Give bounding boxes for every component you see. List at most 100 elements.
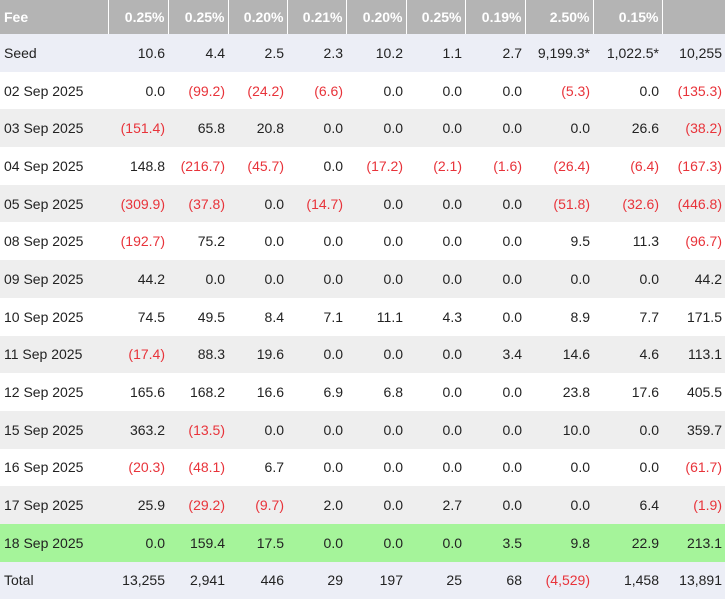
table-cell: 29: [287, 561, 346, 600]
table-cell: 0.0: [465, 373, 525, 411]
table-cell: 9.8: [525, 523, 593, 562]
table-cell: 11.1: [346, 297, 406, 336]
table-cell: (14.7): [287, 184, 346, 223]
table-cell: 0.0: [108, 523, 168, 562]
header-label: Fee: [0, 0, 109, 34]
table-cell: 4.3: [406, 297, 465, 336]
table-cell: 0.0: [228, 184, 287, 223]
table-cell: 0.0: [465, 410, 525, 449]
table-cell: 0.0: [406, 523, 465, 562]
table-cell: 405.5: [662, 373, 725, 411]
header-fee-9: 0.15%: [593, 0, 663, 34]
header-fee-10: [662, 0, 725, 34]
table-cell: 4.4: [168, 34, 228, 72]
table-row: 10 Sep 2025 74.5 49.5 8.4 7.1 11.1 4.3 0.0 8.9 7.…: [0, 297, 725, 336]
table-cell: (6.4): [593, 147, 662, 185]
table-cell: 0.0: [465, 71, 525, 110]
table-cell: 0.0: [406, 109, 465, 148]
row-label: 08 Sep 2025: [0, 222, 108, 261]
table-cell: 0.0: [346, 109, 406, 148]
row-label: 03 Sep 2025: [0, 109, 108, 148]
table-cell: 2,941: [168, 561, 228, 600]
table-cell: 148.8: [108, 147, 168, 185]
header-fee-1: 0.25%: [108, 0, 169, 34]
table-row: 11 Sep 2025 (17.4) 88.3 19.6 0.0 0.0 0.0 3.4 14.…: [0, 335, 725, 374]
table-cell: 44.2: [662, 260, 725, 298]
table-cell: 0.0: [228, 410, 287, 449]
table-cell: 10.0: [525, 410, 593, 449]
table-cell: 0.0: [287, 335, 346, 374]
table-cell: 2.5: [228, 34, 287, 72]
table-cell: (6.6): [287, 71, 346, 110]
table-cell: 0.0: [287, 410, 346, 449]
table-cell: (38.2): [662, 109, 725, 148]
table-cell: 25.9: [108, 486, 168, 524]
row-label: 17 Sep 2025: [0, 486, 108, 524]
table-cell: 1,022.5*: [593, 34, 662, 72]
table-cell: 168.2: [168, 373, 228, 411]
table-cell: (1.6): [465, 147, 525, 185]
table-cell: 68: [465, 561, 525, 600]
row-label: 02 Sep 2025: [0, 71, 108, 110]
table-cell: 0.0: [593, 71, 662, 110]
table-cell: 44.2: [108, 260, 168, 298]
table-cell: 0.0: [287, 147, 346, 185]
table-cell: 0.0: [346, 335, 406, 374]
table-cell: 4.6: [593, 335, 662, 374]
table-cell: 9.5: [525, 222, 593, 261]
table-row: 17 Sep 2025 25.9 (29.2) (9.7) 2.0 0.0 2.7 0.0 0.…: [0, 486, 725, 524]
table-cell: 75.2: [168, 222, 228, 261]
header-fee-4: 0.21%: [287, 0, 347, 34]
table-cell: 2.7: [465, 34, 525, 72]
row-label: 11 Sep 2025: [0, 335, 108, 374]
table-cell: (45.7): [228, 147, 287, 185]
table-cell: 0.0: [287, 523, 346, 562]
table-cell: 25: [406, 561, 465, 600]
table-cell: (20.3): [108, 448, 168, 487]
row-label: 16 Sep 2025: [0, 448, 108, 487]
table-cell: 0.0: [346, 448, 406, 487]
table-cell: 0.0: [108, 71, 168, 110]
table-cell: 159.4: [168, 523, 228, 562]
table-cell: 65.8: [168, 109, 228, 148]
table-cell: 0.0: [465, 486, 525, 524]
table-cell: 0.0: [406, 373, 465, 411]
row-label: 10 Sep 2025: [0, 297, 108, 336]
table-cell: 0.0: [287, 260, 346, 298]
table-cell: 2.0: [287, 486, 346, 524]
table-cell: 17.5: [228, 523, 287, 562]
table-cell: 7.7: [593, 297, 662, 336]
table-cell: 1.1: [406, 34, 465, 72]
row-label: Total: [0, 561, 108, 600]
table-cell: (446.8): [662, 184, 725, 223]
table-cell: 2.7: [406, 486, 465, 524]
row-label: 05 Sep 2025: [0, 184, 108, 223]
table-cell: 0.0: [525, 486, 593, 524]
header-fee-3: 0.20%: [228, 0, 288, 34]
table-cell: 6.9: [287, 373, 346, 411]
table-cell: (309.9): [108, 184, 168, 223]
table-cell: 0.0: [406, 71, 465, 110]
table-cell: 3.4: [465, 335, 525, 374]
table-cell: (61.7): [662, 448, 725, 487]
table-cell: 0.0: [346, 410, 406, 449]
table-cell: 0.0: [465, 260, 525, 298]
table-cell: 0.0: [406, 222, 465, 261]
table-cell: 0.0: [287, 109, 346, 148]
table-cell: 0.0: [525, 260, 593, 298]
row-label: 18 Sep 2025: [0, 523, 108, 562]
table-cell: 22.9: [593, 523, 662, 562]
table-cell: 165.6: [108, 373, 168, 411]
table-cell: 8.9: [525, 297, 593, 336]
table-cell: 1,458: [593, 561, 662, 600]
table-cell: 10.2: [346, 34, 406, 72]
table-cell: 0.0: [465, 448, 525, 487]
table-row: 03 Sep 2025 (151.4) 65.8 20.8 0.0 0.0 0.0 0.0 0.…: [0, 109, 725, 148]
header-fee-5: 0.20%: [346, 0, 407, 34]
header-row: Fee 0.25% 0.25% 0.20% 0.21% 0.20% 0.25% 0.19% 2.…: [0, 0, 725, 34]
header-fee-6: 0.25%: [406, 0, 466, 34]
table-cell: 0.0: [346, 71, 406, 110]
table-cell: 9,199.3*: [525, 34, 593, 72]
table-row: 09 Sep 2025 44.2 0.0 0.0 0.0 0.0 0.0 0.0 0.0 0.0 4…: [0, 260, 725, 298]
table-cell: 0.0: [346, 523, 406, 562]
